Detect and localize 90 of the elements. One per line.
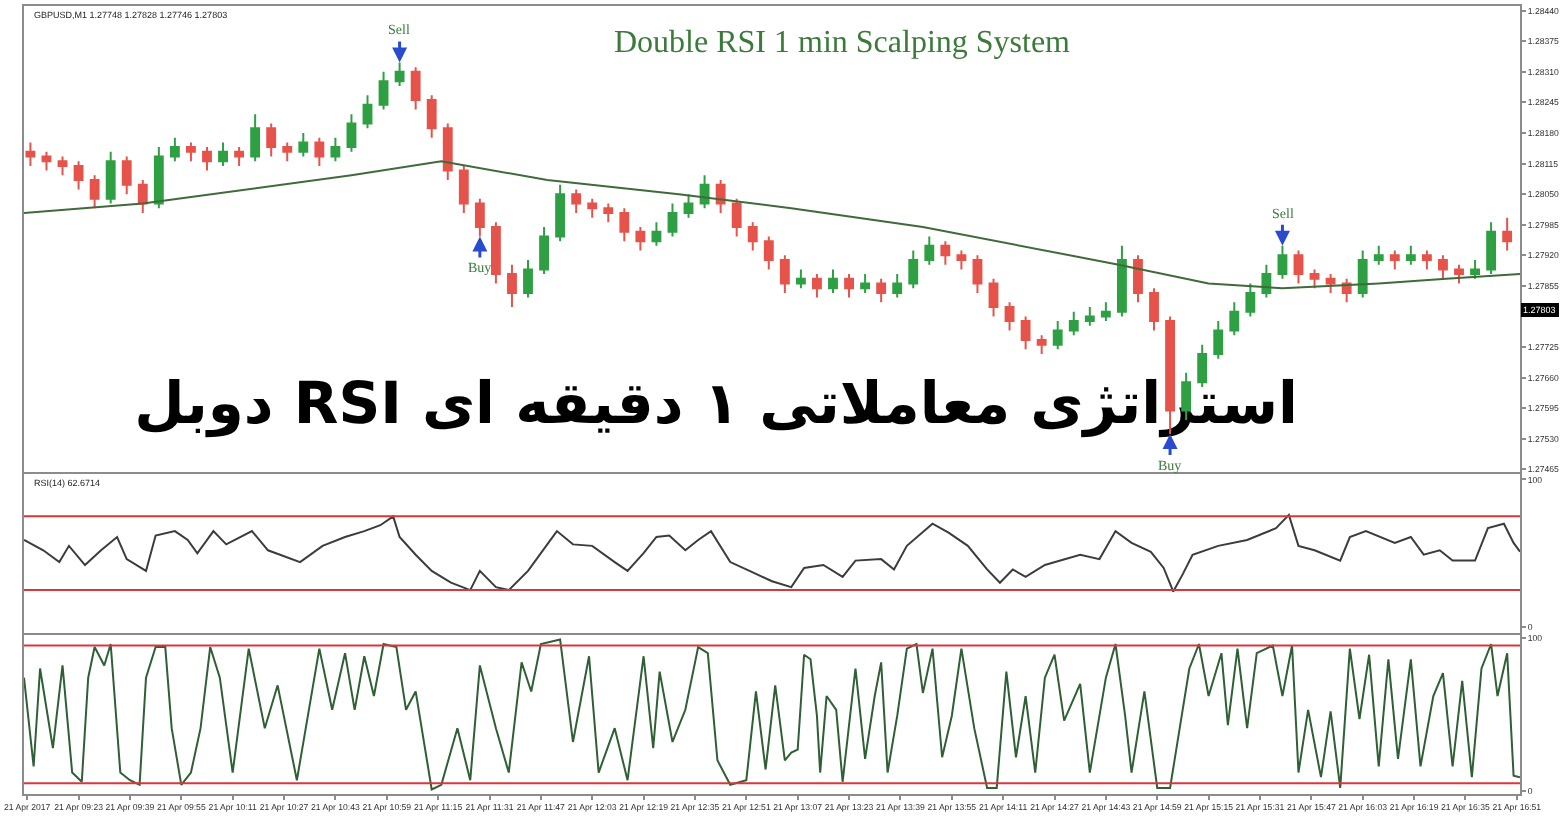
candlestick — [282, 141, 293, 163]
candlestick — [1052, 320, 1063, 351]
candlestick — [169, 136, 180, 163]
candlestick — [924, 235, 935, 266]
candlestick — [683, 193, 694, 219]
candlestick — [860, 273, 871, 294]
candlestick — [1133, 254, 1143, 304]
candlestick — [1421, 249, 1432, 271]
candlestick — [651, 221, 662, 247]
candlestick — [1261, 263, 1272, 299]
candlestick — [73, 160, 84, 191]
candlestick — [121, 155, 132, 196]
candlestick — [555, 183, 566, 243]
candlestick — [1438, 254, 1448, 280]
candlestick — [1454, 263, 1464, 285]
candlestick — [667, 202, 678, 238]
candlestick — [1245, 282, 1256, 318]
candlestick — [892, 273, 903, 299]
candlestick — [779, 254, 790, 294]
candlestick — [330, 136, 341, 163]
candlestick — [490, 221, 501, 285]
candlestick — [153, 146, 164, 210]
candlestick — [1502, 216, 1513, 252]
candlestick — [812, 273, 822, 299]
candlestick — [186, 141, 196, 163]
candlestick — [507, 263, 517, 309]
candlestick — [908, 249, 919, 290]
candlestick — [715, 179, 726, 214]
candlestick — [699, 174, 710, 210]
candlestick — [1405, 244, 1416, 266]
line-series — [24, 638, 1520, 791]
candlestick — [539, 226, 549, 276]
candlestick — [410, 66, 421, 111]
candlestick — [795, 268, 806, 290]
candlestick — [956, 249, 967, 271]
candlestick — [41, 150, 52, 172]
text: Double RSI 1 min Scalping System — [614, 26, 1072, 60]
candlestick — [362, 94, 373, 130]
candlestick — [1293, 249, 1304, 285]
candlestick — [1036, 334, 1047, 356]
candlestick — [1213, 320, 1224, 360]
candlestick — [89, 174, 100, 210]
candlestick — [1470, 258, 1480, 280]
candlestick — [234, 146, 245, 167]
candlestick — [876, 277, 887, 304]
candlestick — [298, 131, 309, 158]
candlestick — [1357, 249, 1368, 299]
candlestick — [972, 254, 983, 294]
candlestick — [1084, 306, 1095, 327]
line-series — [24, 160, 1520, 290]
candlestick — [1117, 244, 1127, 318]
candlestick — [202, 146, 212, 172]
candlestick — [458, 164, 469, 214]
candlestick — [619, 207, 630, 243]
candlestick — [844, 273, 854, 299]
candlestick — [1100, 301, 1111, 323]
candlestick — [940, 240, 951, 266]
candlestick — [1486, 221, 1497, 276]
candlestick — [1325, 273, 1336, 294]
candlestick — [571, 188, 582, 214]
candlestick — [266, 122, 277, 158]
candlestick — [1389, 249, 1400, 271]
candlestick — [587, 197, 598, 219]
candlestick — [1373, 244, 1384, 266]
candlestick — [25, 141, 36, 167]
candlestick — [346, 113, 357, 153]
candlestick — [1004, 301, 1015, 332]
candlestick — [314, 136, 325, 167]
candlestick — [731, 197, 742, 238]
candlestick — [426, 94, 437, 139]
candlestick — [763, 235, 774, 271]
candlestick — [1068, 310, 1079, 337]
candlestick — [988, 277, 999, 318]
candlestick — [635, 226, 646, 252]
candlestick — [57, 155, 68, 177]
candlestick — [137, 179, 148, 214]
candlestick — [828, 268, 838, 294]
candlestick — [218, 141, 228, 167]
candlestick — [1020, 315, 1031, 351]
candlestick — [1229, 301, 1240, 337]
candlestick — [105, 150, 116, 205]
candlestick — [378, 70, 389, 111]
candlestick — [1149, 287, 1159, 332]
candlestick — [442, 122, 453, 182]
candlestick — [603, 202, 614, 224]
line-series — [24, 513, 1520, 593]
candlestick — [523, 258, 533, 299]
candlestick — [1309, 268, 1320, 290]
candlestick — [250, 113, 261, 163]
candlestick — [747, 221, 758, 252]
